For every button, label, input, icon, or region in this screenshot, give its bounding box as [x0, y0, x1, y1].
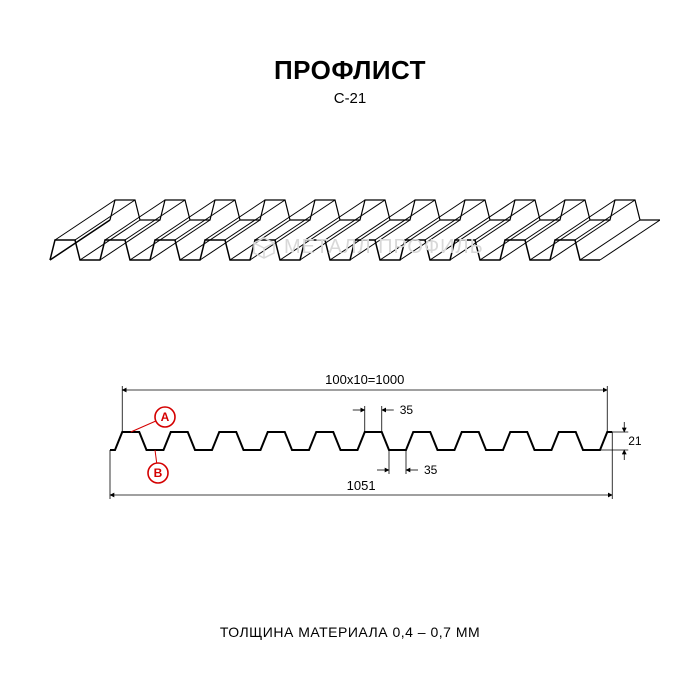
svg-text:100х10=1000: 100х10=1000	[325, 372, 404, 387]
svg-text:21: 21	[628, 434, 642, 448]
thickness-note: ТОЛЩИНА МАТЕРИАЛА 0,4 – 0,7 ММ	[0, 624, 700, 640]
watermark: МЕТАЛЛ ПРОФИЛЬ	[250, 235, 550, 259]
svg-text:35: 35	[400, 403, 414, 417]
cross-section-view: 100х10=1000 1051 35 35 21 A B	[40, 355, 660, 535]
watermark-logo-icon	[250, 235, 278, 259]
watermark-text: МЕТАЛЛ ПРОФИЛЬ	[284, 236, 484, 259]
svg-text:A: A	[161, 410, 170, 424]
page-title: ПРОФЛИСТ	[0, 55, 700, 86]
svg-text:35: 35	[424, 463, 438, 477]
svg-text:B: B	[154, 466, 163, 480]
svg-text:1051: 1051	[347, 478, 376, 493]
profile-path	[110, 432, 612, 450]
isometric-view	[40, 130, 660, 300]
model-subtitle: С-21	[0, 90, 700, 107]
